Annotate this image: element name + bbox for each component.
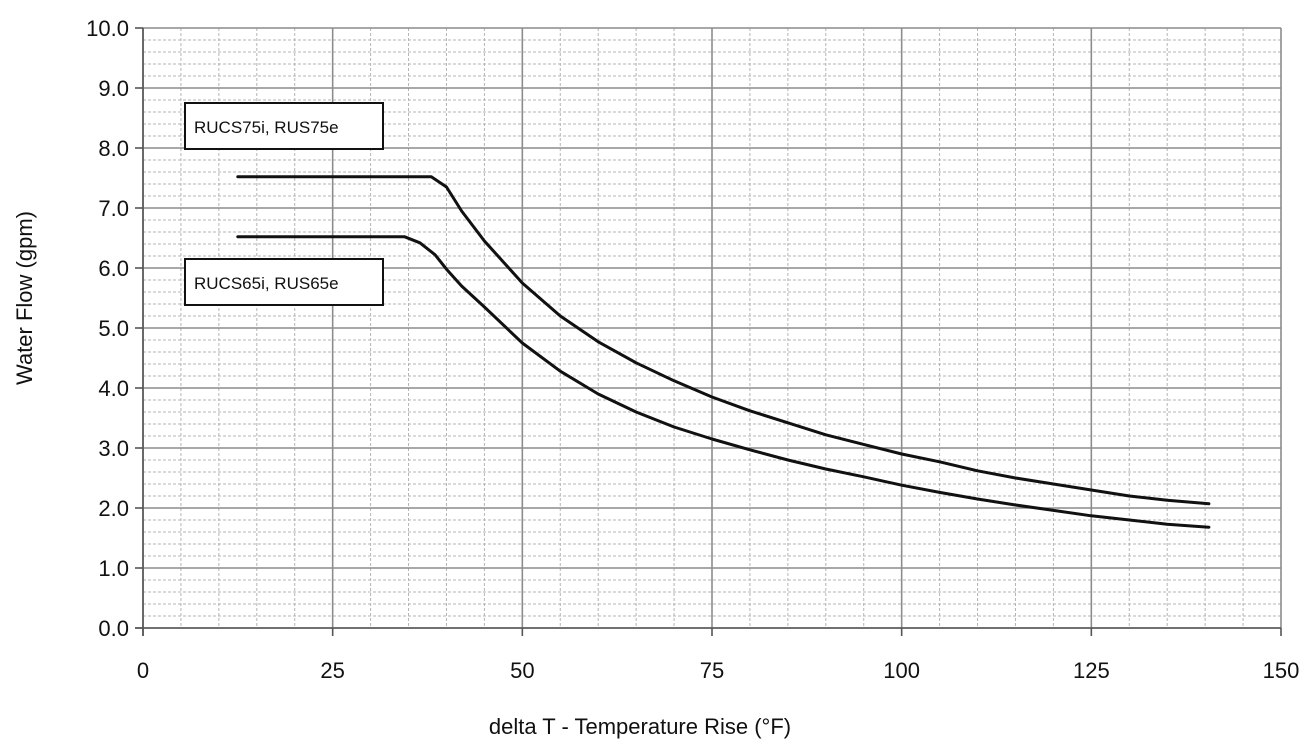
y-tick-label: 9.0 [98,76,129,101]
x-tick-label: 0 [137,658,149,683]
axes [135,27,1282,636]
y-tick-label: 4.0 [98,376,129,401]
series-line-rucs75i-rus75e [236,175,1211,506]
x-tick-label: 100 [883,658,920,683]
annotation-box-65 [184,258,384,306]
y-tick-label: 3.0 [98,436,129,461]
series-line-rucs65i-rus65e [236,235,1211,529]
annotation-box-75 [184,102,384,150]
y-tick-label: 0.0 [98,616,129,641]
y-tick-label: 8.0 [98,136,129,161]
y-tick-label: 7.0 [98,196,129,221]
series-lines [236,175,1211,529]
x-tick-label: 75 [700,658,724,683]
y-tick-label: 6.0 [98,256,129,281]
annotations: RUCS75i, RUS75e RUCS65i, RUS65e [184,102,384,306]
y-tick-label: 10.0 [86,16,129,41]
annotation-label-75: RUCS75i, RUS75e [194,118,339,137]
x-axis-title: delta T - Temperature Rise (°F) [489,714,791,739]
y-tick-label: 1.0 [98,556,129,581]
y-tick-label: 5.0 [98,316,129,341]
y-tick-label: 2.0 [98,496,129,521]
tick-labels: 0.0 1.0 2.0 3.0 4.0 5.0 6.0 7.0 8.0 9.0 10.0 0 25 50 7… [86,16,1299,683]
x-tick-label: 50 [510,658,534,683]
x-tick-label: 125 [1073,658,1110,683]
annotation-label-65: RUCS65i, RUS65e [194,274,339,293]
y-axis-title: Water Flow (gpm) [12,211,37,385]
x-tick-label: 25 [320,658,344,683]
x-tick-label: 150 [1263,658,1300,683]
